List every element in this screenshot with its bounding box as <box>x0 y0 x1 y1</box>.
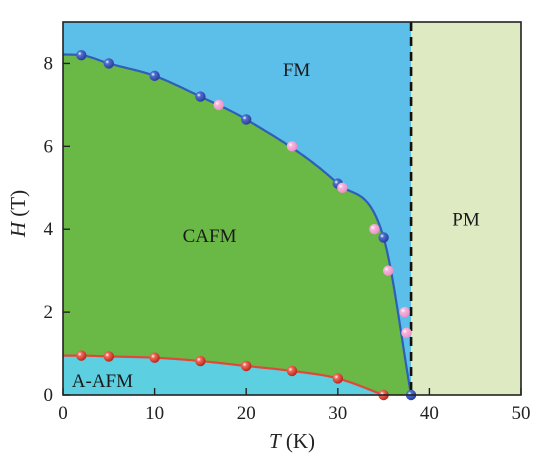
plot-frame <box>62 21 522 396</box>
pink-data-point <box>382 265 394 276</box>
pink-data-point <box>369 224 380 235</box>
region-label-pm: PM <box>452 209 480 230</box>
y-tick-label: 6 <box>44 136 54 157</box>
blue-data-point <box>195 91 206 102</box>
x-tick-label: 0 <box>58 403 68 424</box>
pink-data-point <box>286 141 298 152</box>
axes: 0 10 20 30 40 50 0 2 4 6 8 <box>44 21 531 424</box>
red-data-point <box>149 352 160 363</box>
x-tick-label: 50 <box>512 403 531 424</box>
y-tick-label: 2 <box>44 302 54 323</box>
blue-data-point <box>103 58 115 69</box>
phase-regions <box>63 22 521 396</box>
x-tick-label: 20 <box>237 403 256 424</box>
red-data-point <box>241 360 252 372</box>
y-tick-label: 0 <box>44 385 54 406</box>
red-data-point <box>195 355 206 367</box>
x-tick-label: 10 <box>145 403 164 424</box>
pink-data-point <box>213 99 224 111</box>
x-axis-variable: T <box>269 429 282 453</box>
region-pm <box>411 22 521 395</box>
red-data-point <box>103 351 115 362</box>
pink-data-point <box>401 327 412 339</box>
region-label-fm: FM <box>283 60 311 81</box>
blue-data-point <box>149 70 160 82</box>
blue-data-point <box>378 232 389 243</box>
data-points <box>76 49 417 401</box>
x-tick-label: 40 <box>420 403 439 424</box>
y-tick-label: 4 <box>44 219 54 240</box>
boundary-lines <box>62 22 413 397</box>
pink-data-point <box>337 182 348 193</box>
region-label-a-afm: A-AFM <box>72 371 133 392</box>
x-axis-label: T (K) <box>269 429 315 453</box>
x-axis-unit: (K) <box>281 429 315 453</box>
red-data-point <box>286 365 298 377</box>
y-axis-variable: H <box>6 220 30 238</box>
region-a-afm <box>63 355 384 395</box>
pink-data-point <box>399 306 410 318</box>
lower-boundary-line <box>63 354 384 397</box>
y-tick-label: 8 <box>44 53 54 74</box>
region-label-cafm: CAFM <box>183 226 237 247</box>
red-data-point <box>332 373 343 384</box>
region-cafm <box>63 54 412 396</box>
region-labels: FM CAFM A-AFM PM <box>72 60 480 392</box>
upper-boundary-line <box>62 53 413 396</box>
x-tick-label: 30 <box>328 403 347 424</box>
blue-data-point <box>76 49 87 61</box>
red-data-point <box>76 350 87 361</box>
y-axis-unit: (T) <box>6 190 30 222</box>
blue-data-point <box>241 114 252 125</box>
y-axis-label: H (T) <box>6 190 30 238</box>
